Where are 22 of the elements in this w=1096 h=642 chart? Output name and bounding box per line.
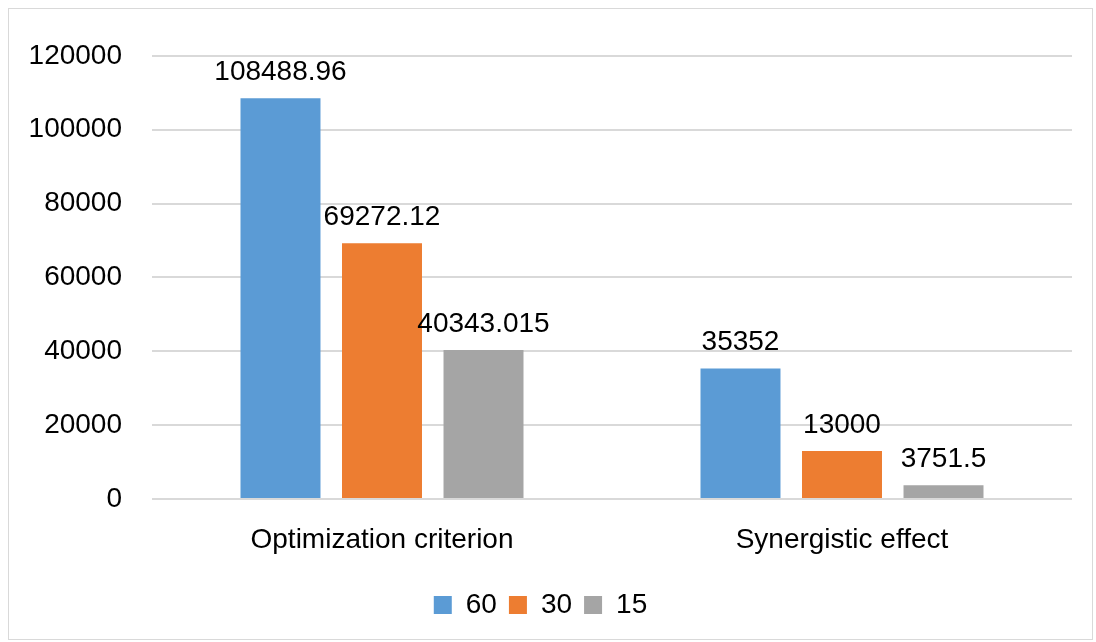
y-tick-label: 60000 — [44, 260, 122, 292]
y-tick-label: 0 — [106, 481, 122, 513]
x-tick-label: Synergistic effect — [735, 522, 949, 554]
bar — [903, 485, 984, 498]
data-label: 13000 — [803, 407, 881, 439]
legend-label: 30 — [540, 587, 573, 619]
bar — [700, 368, 781, 498]
data-label: 69272.12 — [323, 200, 441, 232]
legend-label: 60 — [465, 587, 497, 619]
bar — [240, 98, 321, 498]
data-label: 108488.96 — [214, 55, 347, 87]
data-label: 3751.5 — [900, 442, 987, 474]
bar — [802, 450, 882, 498]
y-tick-label: 120000 — [28, 38, 122, 70]
y-tick-label: 40000 — [44, 333, 122, 365]
data-label: 35352 — [701, 325, 780, 357]
legend-label: 15 — [616, 587, 648, 619]
x-tick-label: Optimization criterion — [250, 522, 514, 554]
bar — [443, 350, 524, 498]
y-tick-label: 80000 — [44, 186, 122, 218]
y-tick-label: 100000 — [28, 112, 122, 144]
y-tick-label: 20000 — [44, 407, 122, 439]
